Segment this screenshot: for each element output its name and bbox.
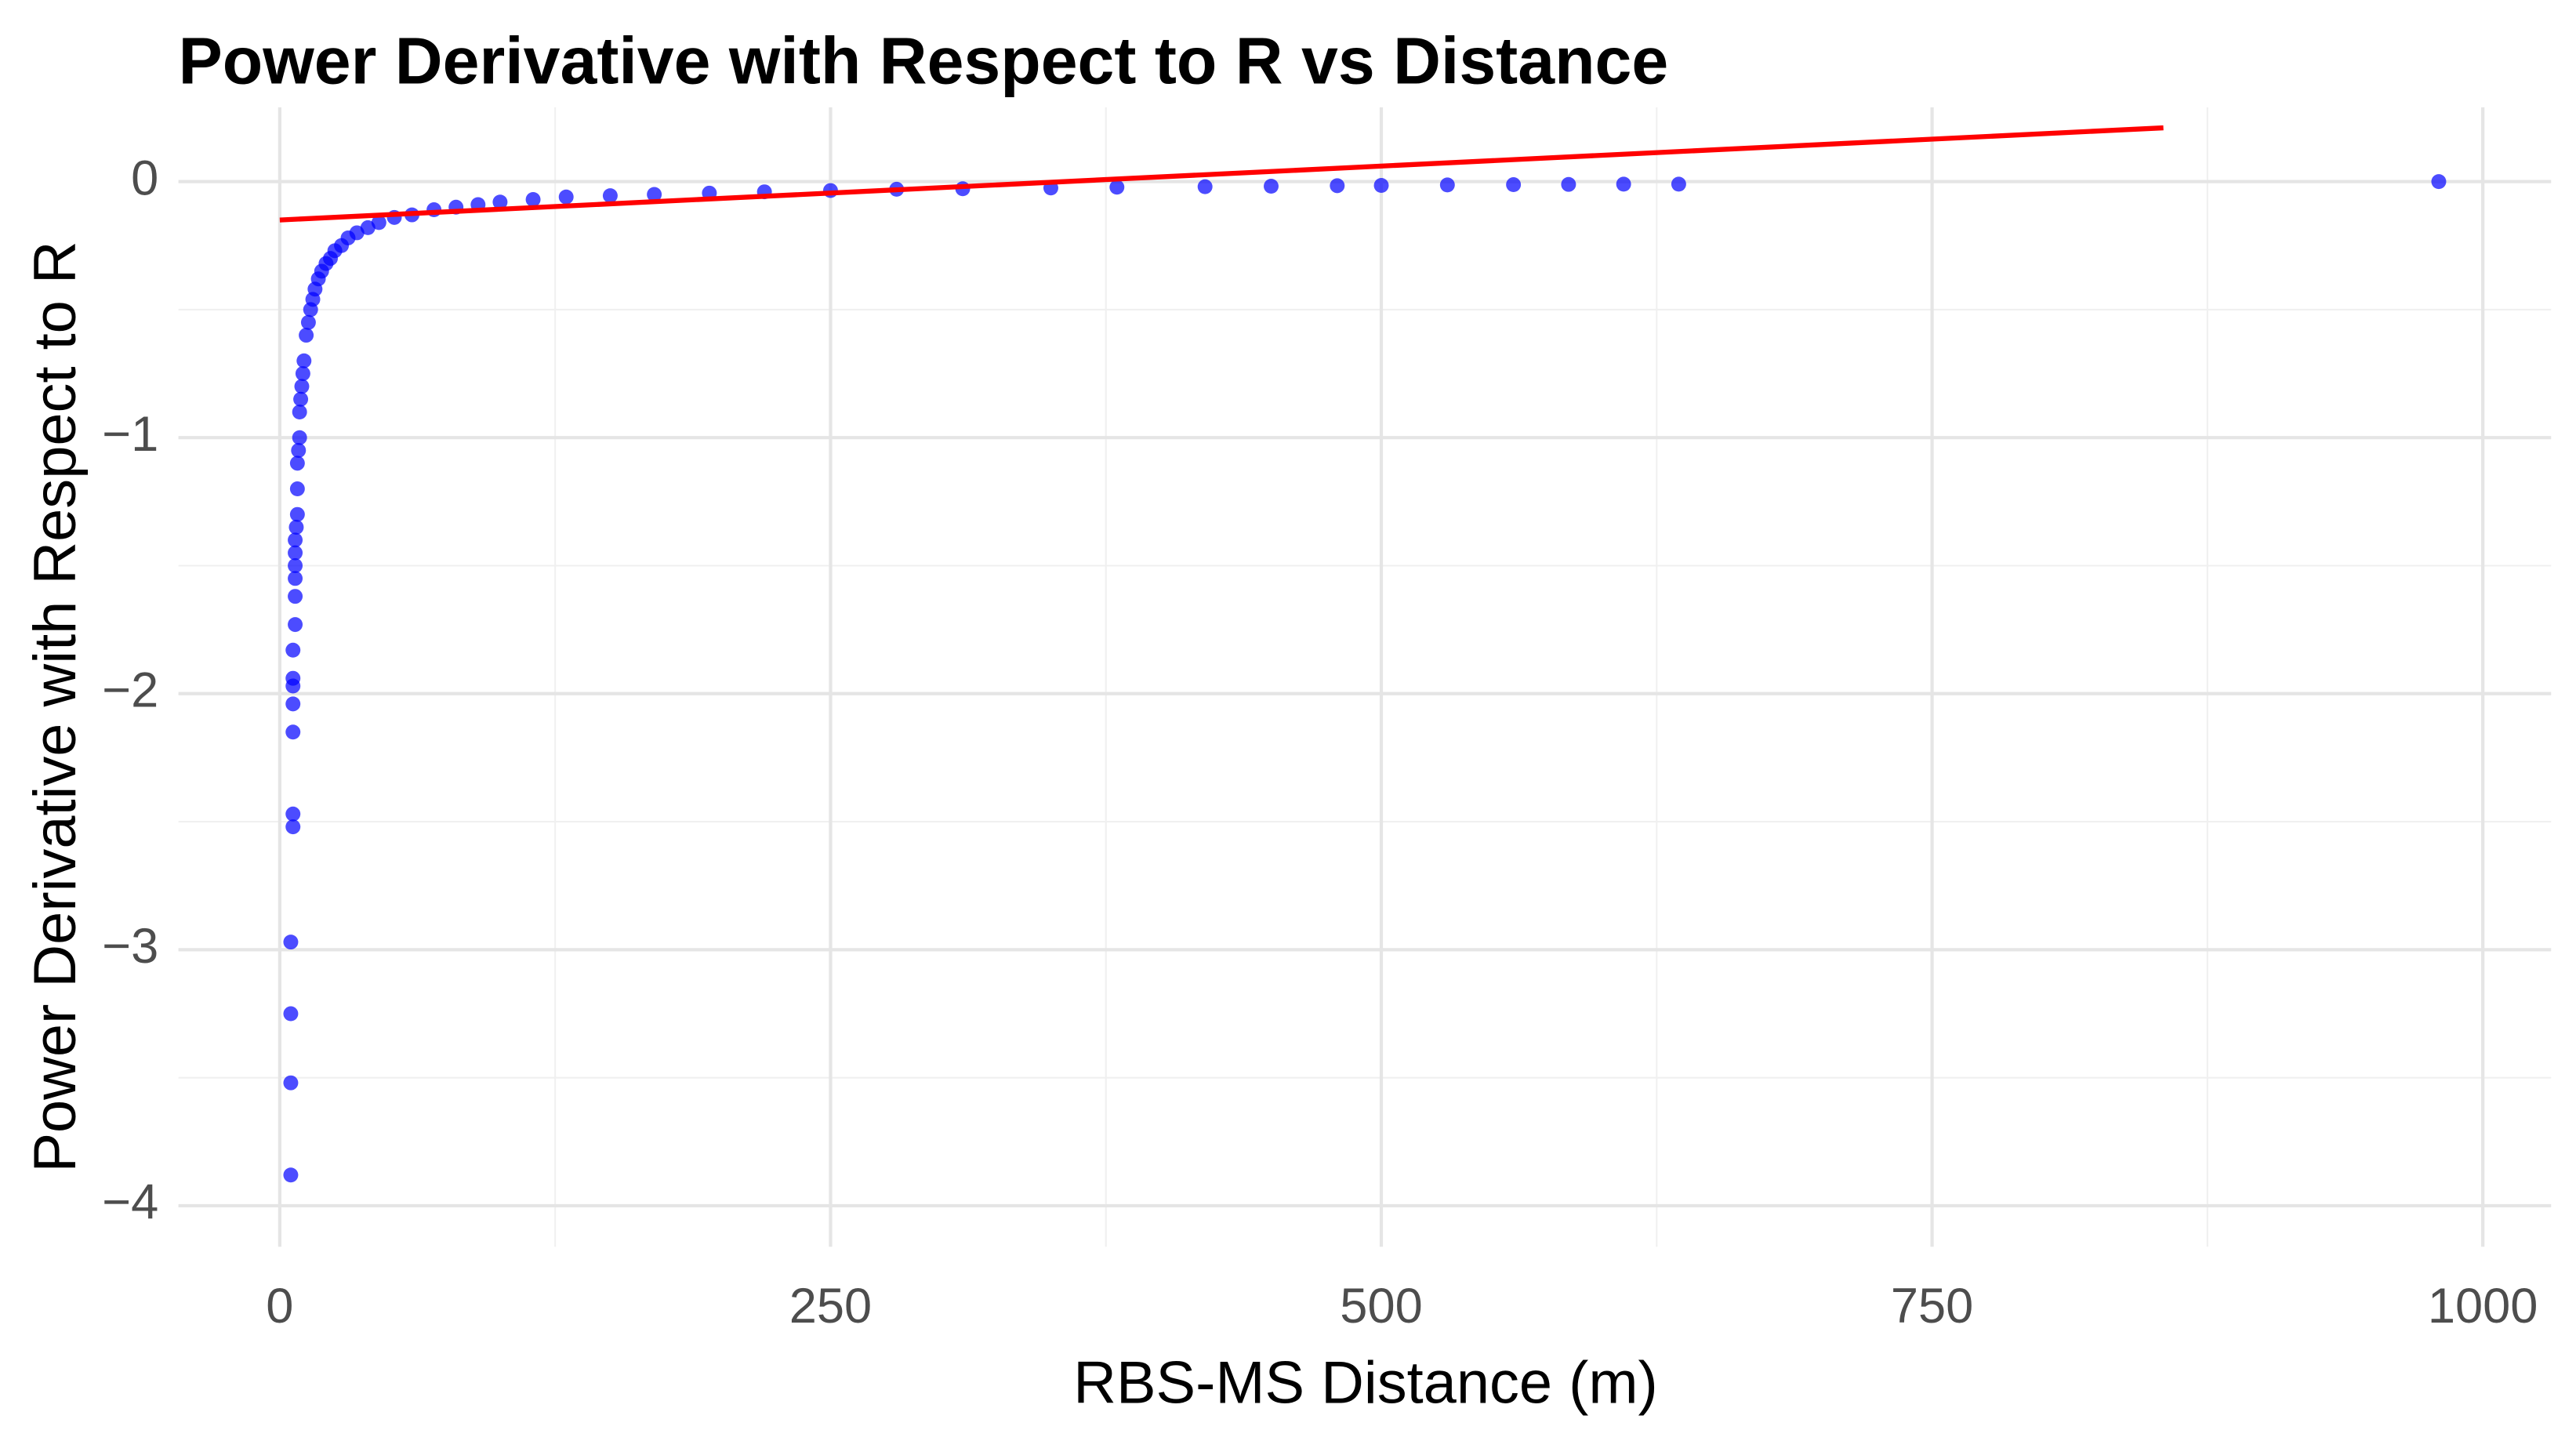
y-tick-label: −4 bbox=[102, 1175, 158, 1230]
point bbox=[558, 189, 574, 205]
x-tick-label: 1000 bbox=[2428, 1279, 2538, 1334]
point bbox=[647, 187, 662, 202]
point bbox=[1671, 176, 1686, 192]
point bbox=[525, 191, 541, 207]
point bbox=[1330, 178, 1345, 194]
point bbox=[285, 642, 301, 658]
trend-line bbox=[279, 125, 2164, 223]
point bbox=[1264, 179, 1279, 194]
y-tick-label: −3 bbox=[102, 919, 158, 974]
point bbox=[1506, 177, 1522, 193]
point bbox=[283, 935, 299, 950]
point bbox=[1616, 176, 1631, 192]
chart-title: Power Derivative with Respect to R vs Di… bbox=[179, 24, 1669, 97]
x-tick-label: 0 bbox=[266, 1279, 293, 1334]
point bbox=[371, 215, 386, 230]
point bbox=[288, 545, 303, 561]
x-axis-title: RBS-MS Distance (m) bbox=[1073, 1349, 1658, 1416]
point bbox=[288, 520, 304, 535]
point bbox=[293, 391, 309, 407]
point bbox=[289, 455, 305, 471]
x-tick-label: 500 bbox=[1340, 1279, 1422, 1334]
y-axis-title: Power Derivative with Respect to R bbox=[22, 241, 89, 1172]
point bbox=[285, 806, 301, 822]
point bbox=[285, 819, 301, 835]
point bbox=[295, 366, 310, 382]
point bbox=[289, 506, 305, 522]
point bbox=[294, 379, 310, 394]
point bbox=[288, 617, 303, 633]
point bbox=[1109, 180, 1125, 195]
point bbox=[300, 314, 316, 330]
point bbox=[291, 443, 307, 459]
point bbox=[1373, 178, 1389, 193]
point bbox=[283, 1006, 299, 1022]
y-tick-label: −1 bbox=[102, 407, 158, 462]
point bbox=[602, 188, 618, 204]
point bbox=[1561, 176, 1576, 192]
point bbox=[288, 532, 303, 548]
point bbox=[285, 724, 301, 740]
point bbox=[299, 328, 314, 343]
point bbox=[288, 558, 303, 573]
point bbox=[360, 220, 376, 235]
point bbox=[492, 194, 508, 210]
point bbox=[283, 1075, 299, 1091]
point bbox=[289, 481, 305, 496]
point bbox=[283, 1167, 299, 1183]
point bbox=[1439, 177, 1455, 193]
point bbox=[296, 353, 312, 368]
point bbox=[288, 571, 303, 586]
y-tick-label: −2 bbox=[102, 662, 158, 717]
point bbox=[292, 430, 307, 445]
point bbox=[349, 225, 365, 241]
point bbox=[285, 696, 301, 712]
point bbox=[2431, 174, 2447, 190]
point bbox=[285, 670, 301, 686]
point bbox=[1197, 179, 1213, 194]
point bbox=[288, 589, 303, 604]
point bbox=[292, 405, 307, 420]
y-tick-label: 0 bbox=[131, 151, 158, 205]
x-tick-label: 750 bbox=[1891, 1279, 1973, 1334]
x-tick-label: 250 bbox=[789, 1279, 872, 1334]
